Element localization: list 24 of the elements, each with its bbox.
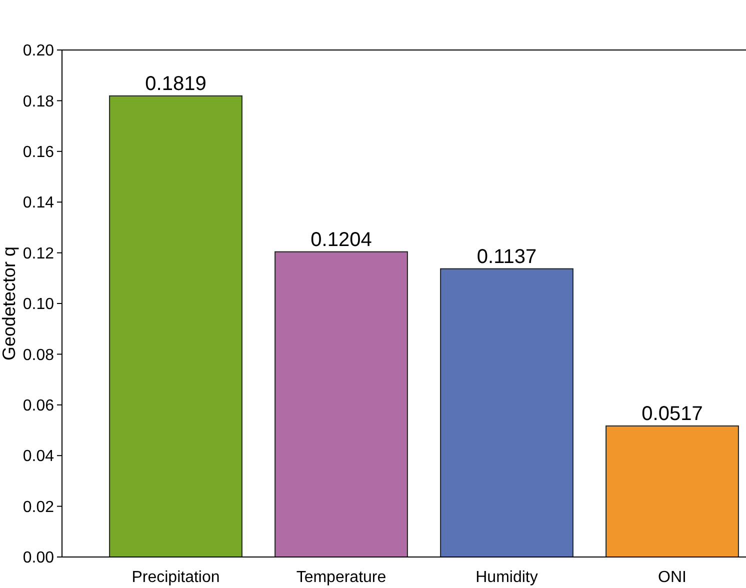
text: 0.06 xyxy=(22,398,54,414)
text: 0.02 xyxy=(22,498,54,516)
data-label: 0.0517 xyxy=(642,402,703,425)
text: 0.04 xyxy=(22,448,54,466)
text: 0.12 xyxy=(22,245,54,262)
text: 0.16 xyxy=(22,144,54,161)
text: 0.14 xyxy=(22,194,54,212)
bar xyxy=(274,251,408,558)
x-tick-label: ONI xyxy=(658,569,686,586)
x-tick-label: Precipitation xyxy=(132,569,220,586)
bar xyxy=(440,268,574,558)
bar xyxy=(606,425,739,558)
x-tick-label: Temperature xyxy=(296,569,386,586)
text: 0.00 xyxy=(22,550,54,567)
text: 0.10 xyxy=(22,296,54,314)
text: 0.20 xyxy=(22,42,54,60)
bar xyxy=(109,95,242,558)
x-tick-label: Humidity xyxy=(476,569,538,586)
data-label: 0.1204 xyxy=(310,228,372,251)
data-label: 0.1137 xyxy=(476,246,537,268)
text: 0.08 xyxy=(22,346,54,364)
text: 0.18 xyxy=(22,93,54,110)
y-axis-title: Geodetector q xyxy=(0,246,19,361)
data-label: 0.1819 xyxy=(145,72,206,95)
